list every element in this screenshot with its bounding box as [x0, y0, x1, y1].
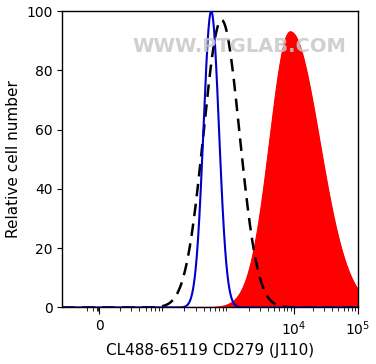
- Y-axis label: Relative cell number: Relative cell number: [6, 80, 21, 238]
- X-axis label: CL488-65119 CD279 (J110): CL488-65119 CD279 (J110): [106, 344, 314, 359]
- Text: WWW.PTGLAB.COM: WWW.PTGLAB.COM: [133, 37, 347, 56]
